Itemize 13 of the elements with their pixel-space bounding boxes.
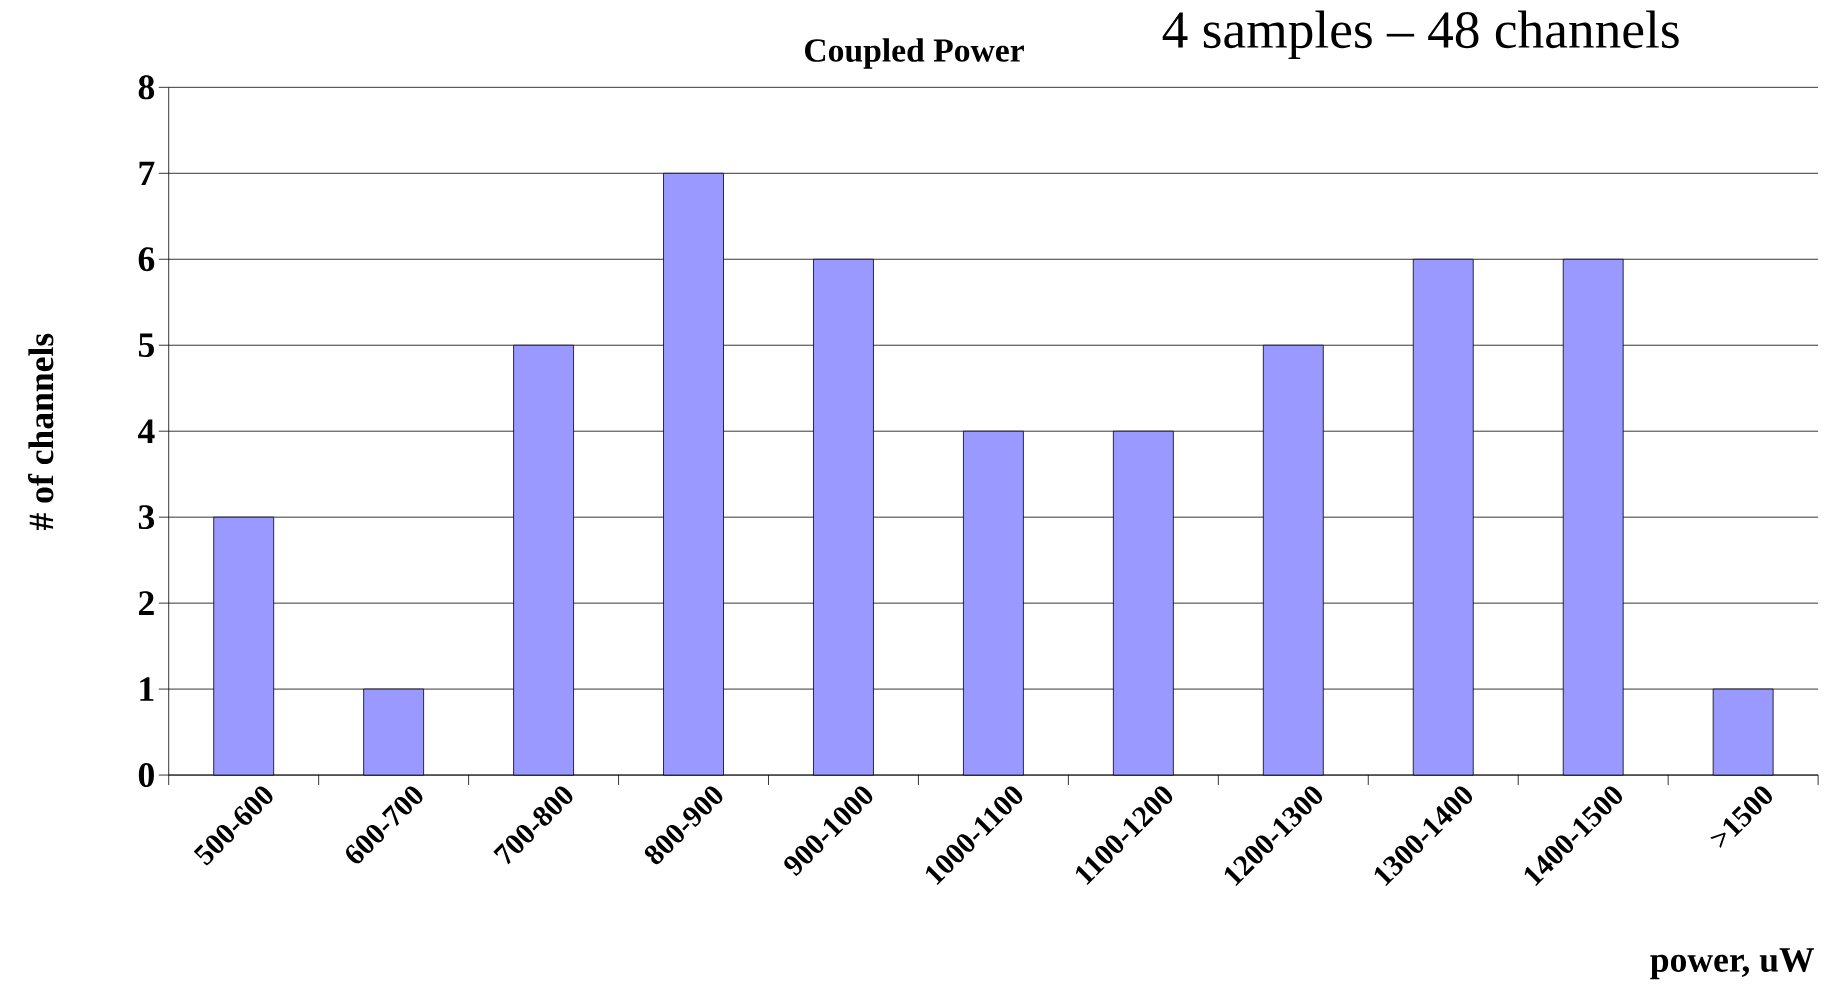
y-tick-label: 6 — [138, 247, 155, 271]
y-tick-label: 3 — [138, 504, 155, 529]
y-axis-title: # of channels — [27, 333, 54, 530]
y-tick-label: 1 — [140, 677, 154, 701]
chart-subtitle: 4 samples – 48 channels — [1162, 10, 1679, 59]
y-tick-label: 0 — [138, 762, 154, 787]
chart-title: Coupled Power — [805, 37, 1024, 69]
x-axis-title: power, uW — [1650, 948, 1815, 979]
y-tick-label: 2 — [138, 591, 154, 615]
y-tick-label: 7 — [139, 161, 155, 185]
y-tick-label: 8 — [138, 75, 155, 100]
y-tick-label: 5 — [138, 333, 154, 357]
y-tick-label: 4 — [137, 419, 155, 443]
